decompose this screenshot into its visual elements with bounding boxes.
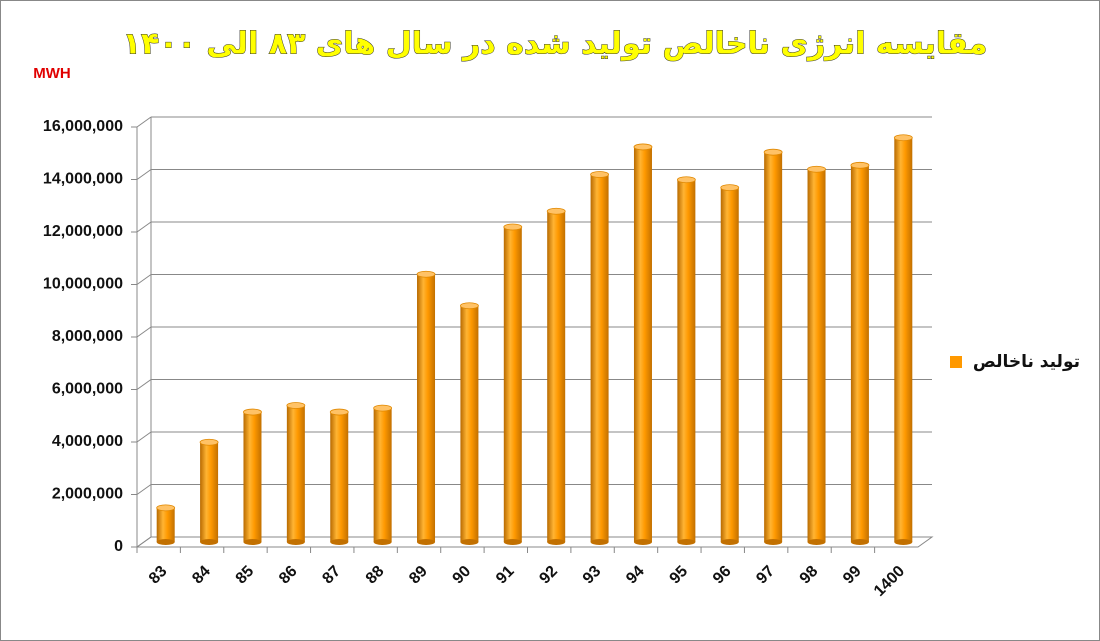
bar [200, 442, 219, 542]
bar-base [200, 539, 219, 545]
bar [417, 274, 436, 542]
bar [503, 227, 522, 542]
bar-cap [373, 404, 393, 412]
bar-base [460, 539, 479, 545]
bar-cap [633, 143, 653, 151]
bar-cap [243, 408, 262, 416]
bar-cap [893, 134, 913, 142]
grid-line [136, 484, 152, 495]
y-tick-label: 10,000,000 [43, 276, 123, 293]
legend-label: تولید ناخالص [973, 352, 1080, 372]
bar [286, 405, 305, 542]
bar-base [807, 539, 826, 545]
bar [677, 179, 696, 542]
bar [807, 169, 826, 542]
bar [894, 137, 913, 542]
grid-line [136, 274, 152, 285]
bar-cap [720, 184, 740, 192]
bar [330, 412, 349, 542]
bar-base [547, 539, 566, 545]
y-unit: MWH [33, 65, 71, 82]
bar-cap [546, 207, 566, 215]
bar-base [330, 539, 349, 545]
y-tick-label: 0 [114, 538, 123, 555]
bar-base [503, 539, 522, 545]
bar-base [633, 539, 652, 545]
bar-cap [850, 161, 870, 169]
bar [720, 187, 739, 542]
legend-swatch [950, 356, 962, 368]
bar-cap [156, 504, 176, 512]
bar-cap [199, 438, 219, 446]
bar [373, 408, 392, 542]
bar-base [590, 539, 609, 545]
bar [590, 174, 609, 542]
bar [547, 211, 566, 542]
y-tick-label: 6,000,000 [52, 381, 123, 398]
bar-base [286, 539, 305, 545]
bar-base [156, 539, 175, 545]
bar-base [894, 539, 913, 545]
grid-line [136, 536, 152, 548]
bar-cap [416, 270, 436, 278]
grid-line [136, 431, 152, 443]
y-tick-label: 2,000,000 [52, 486, 123, 503]
bar [243, 412, 262, 542]
bar-cap [676, 176, 696, 184]
grid-line [136, 221, 152, 233]
bar-base [764, 539, 783, 545]
bar-cap [329, 408, 349, 416]
bar-cap [503, 223, 523, 231]
y-tick-label: 16,000,000 [43, 118, 123, 135]
grid-line [136, 326, 152, 338]
bar-base [243, 539, 262, 545]
bar-cap [590, 171, 609, 178]
chart-title: مقایسه انرژی ناخالص تولید شده در سال های… [123, 27, 988, 62]
bar [156, 507, 175, 542]
y-tick-label: 14,000,000 [43, 171, 123, 188]
y-tick-label: 4,000,000 [52, 433, 123, 450]
bar-cap [763, 148, 783, 156]
bar [460, 305, 479, 542]
grid-line [136, 379, 152, 390]
bar-base [373, 539, 392, 545]
bar-base [677, 539, 696, 545]
bar-base [720, 539, 739, 545]
grid-line [136, 116, 152, 128]
bar-cap [460, 302, 479, 310]
y-tick-label: 12,000,000 [43, 223, 123, 240]
bar [850, 165, 869, 542]
bar-cap [286, 402, 306, 409]
y-tick-label: 8,000,000 [52, 328, 123, 345]
bar [764, 152, 783, 542]
bar [633, 146, 652, 542]
bar-base [850, 539, 869, 545]
grid-line [136, 169, 152, 180]
bar-cap [807, 165, 826, 173]
bar-base [417, 539, 436, 545]
